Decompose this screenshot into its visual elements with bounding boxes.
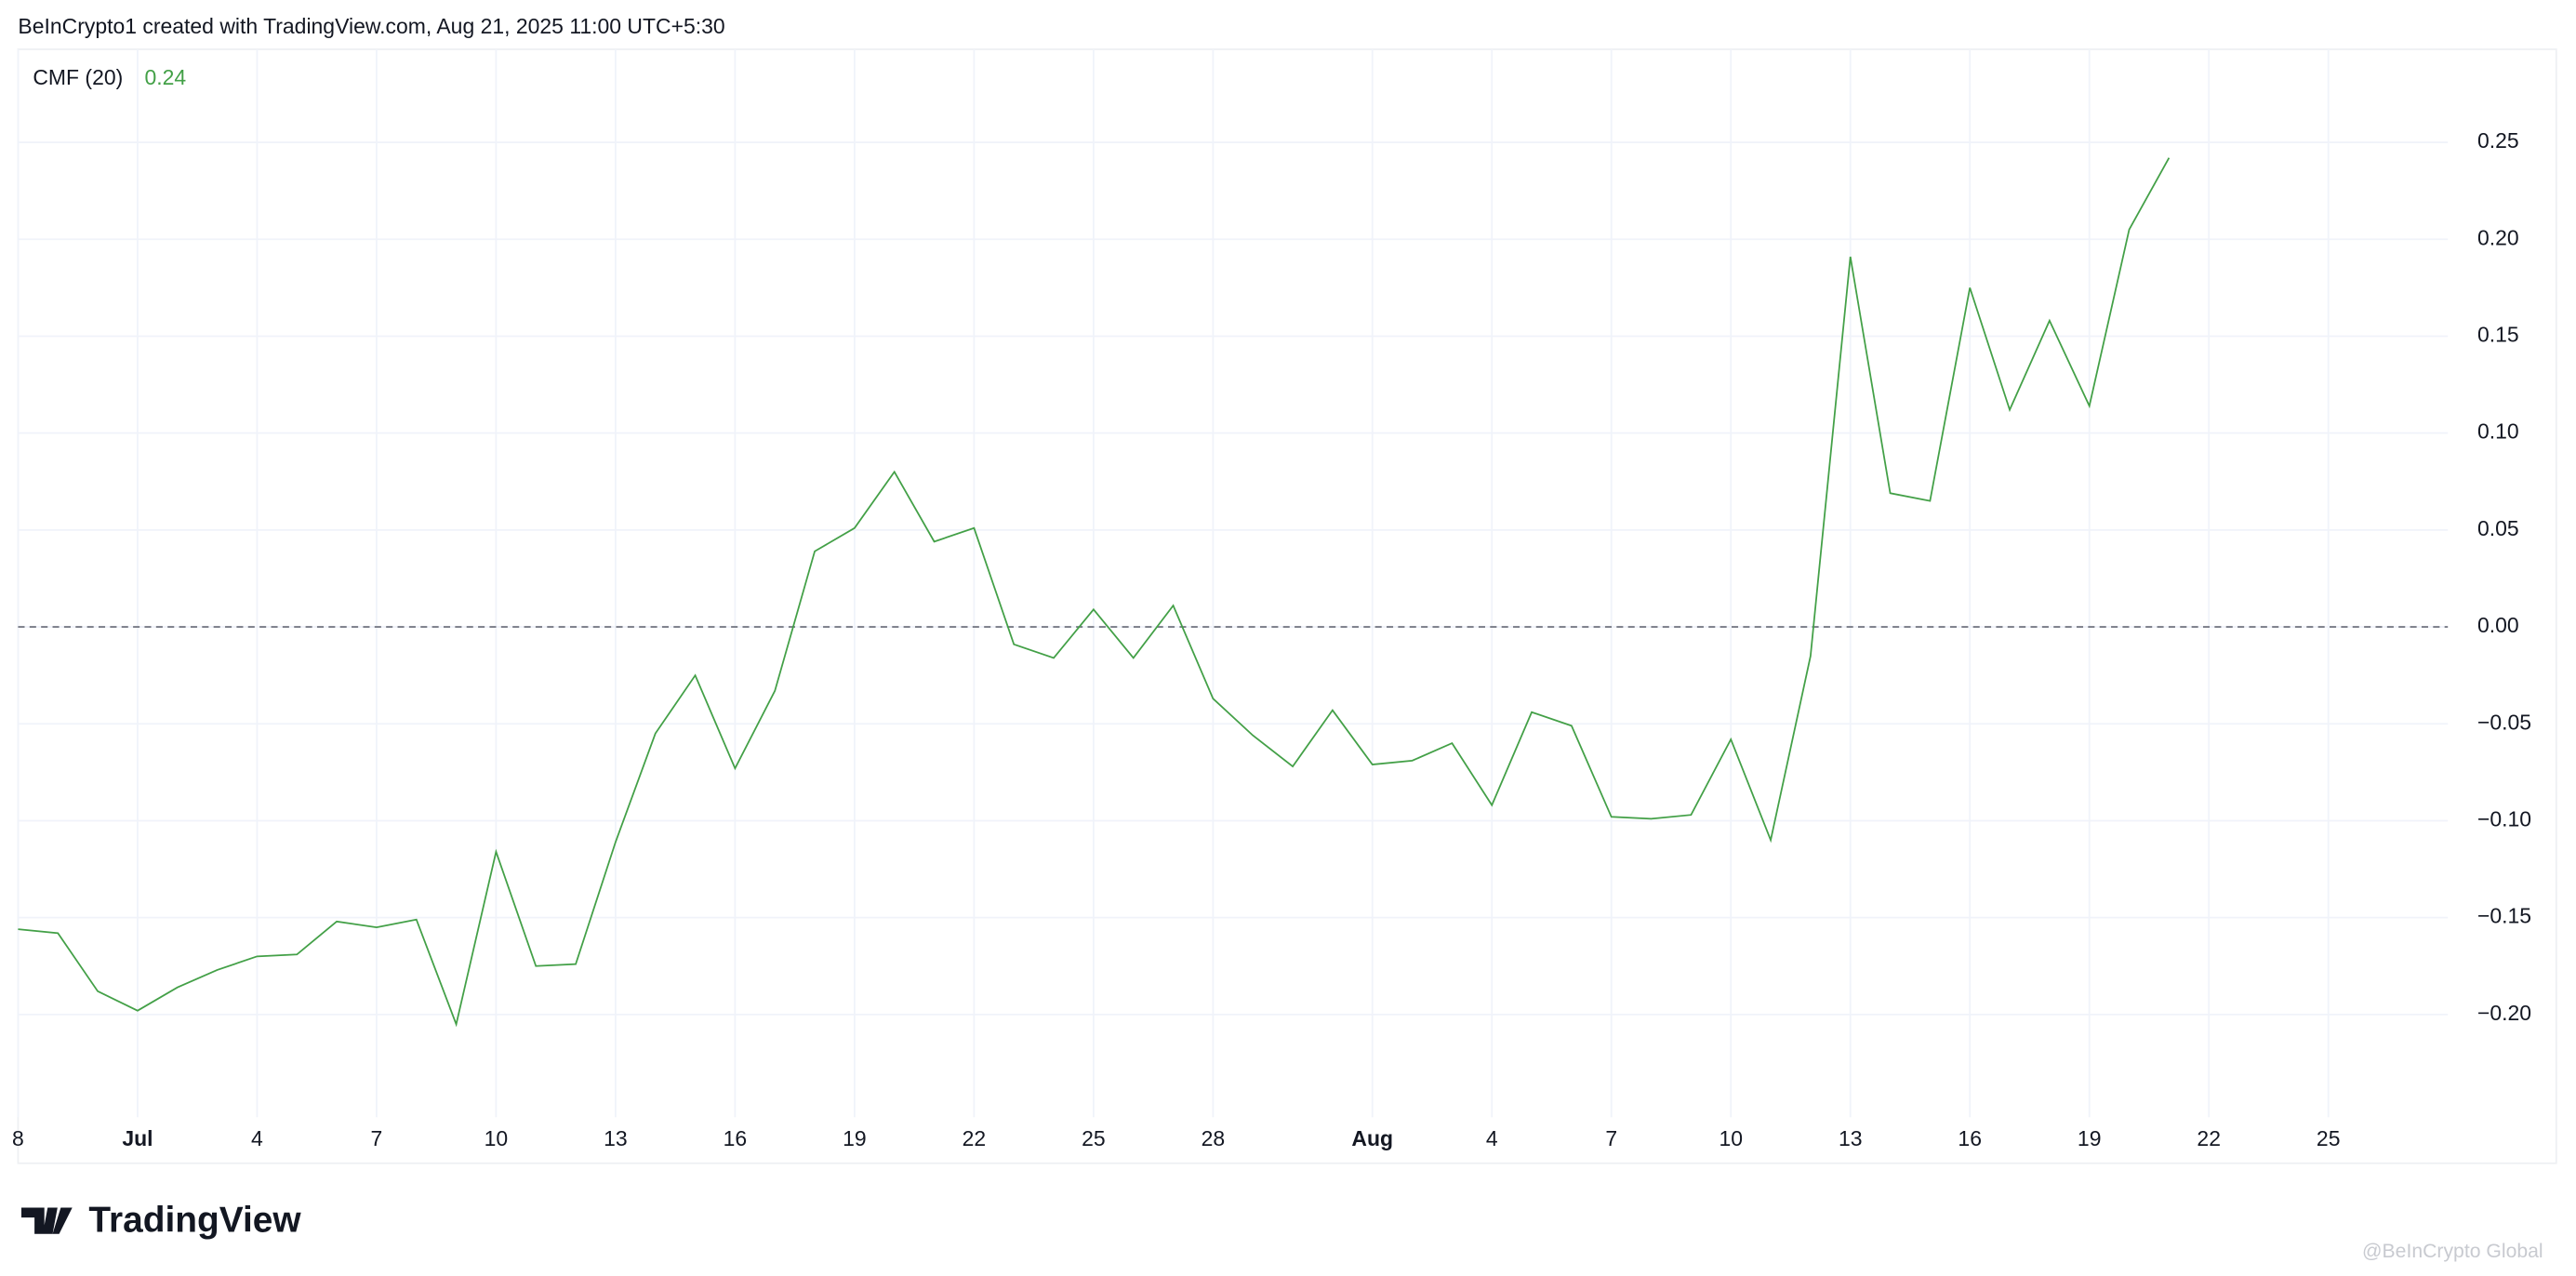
- y-tick-label: −0.10: [2477, 807, 2531, 831]
- x-tick-label: 25: [1082, 1126, 1106, 1150]
- logo-icon: [20, 1207, 73, 1234]
- x-tick-label: 7: [371, 1126, 383, 1150]
- x-tick-label: 28: [1202, 1126, 1226, 1150]
- x-tick-label: Jul: [122, 1126, 153, 1150]
- y-tick-label: 0.10: [2477, 419, 2519, 444]
- grid: −0.20 −0.15 −0.10 −0.05 0.00 0.05 0.10 0.15 0.20…: [12, 49, 2531, 1150]
- x-tick-label: 19: [843, 1126, 867, 1150]
- x-tick-label: Aug: [1351, 1126, 1393, 1150]
- header: BeInCrypto1 created with TradingView.com…: [18, 14, 724, 38]
- y-tick-label: 0.00: [2477, 613, 2519, 637]
- y-tick-label: 0.05: [2477, 516, 2519, 540]
- x-tick-label: 13: [604, 1126, 628, 1150]
- x-tick-label: 13: [1839, 1126, 1863, 1150]
- legend-value: 0.24: [144, 65, 186, 89]
- logo: TradingView: [20, 1201, 301, 1241]
- y-tick-label: −0.15: [2477, 904, 2531, 928]
- y-tick-label: 0.15: [2477, 323, 2519, 347]
- x-tick-label: 22: [2197, 1126, 2221, 1150]
- x-tick-label: 10: [1719, 1126, 1743, 1150]
- y-tick-label: 0.25: [2477, 128, 2519, 153]
- x-tick-label: 8: [12, 1126, 24, 1150]
- y-tick-label: 0.20: [2477, 225, 2519, 249]
- x-tick-label: 22: [963, 1126, 987, 1150]
- y-tick-label: −0.20: [2477, 1001, 2531, 1025]
- cmf-line: [18, 157, 2171, 1028]
- x-tick-label: 7: [1605, 1126, 1617, 1150]
- watermark: @BeInCrypto Global: [2362, 1241, 2543, 1262]
- logo-text: TradingView: [88, 1201, 301, 1241]
- x-tick-label: 4: [251, 1126, 263, 1150]
- legend-label: CMF (20): [33, 65, 123, 89]
- chart-frame: [17, 48, 2557, 1164]
- x-tick-label: 25: [2317, 1126, 2341, 1150]
- plot: [18, 157, 2449, 1028]
- x-tick-label: 4: [1486, 1126, 1498, 1150]
- y-tick-label: −0.05: [2477, 710, 2531, 734]
- x-tick-label: 19: [2078, 1126, 2102, 1150]
- x-tick-label: 16: [1958, 1126, 1982, 1150]
- x-tick-label: 10: [485, 1126, 509, 1150]
- x-tick-label: 16: [724, 1126, 748, 1150]
